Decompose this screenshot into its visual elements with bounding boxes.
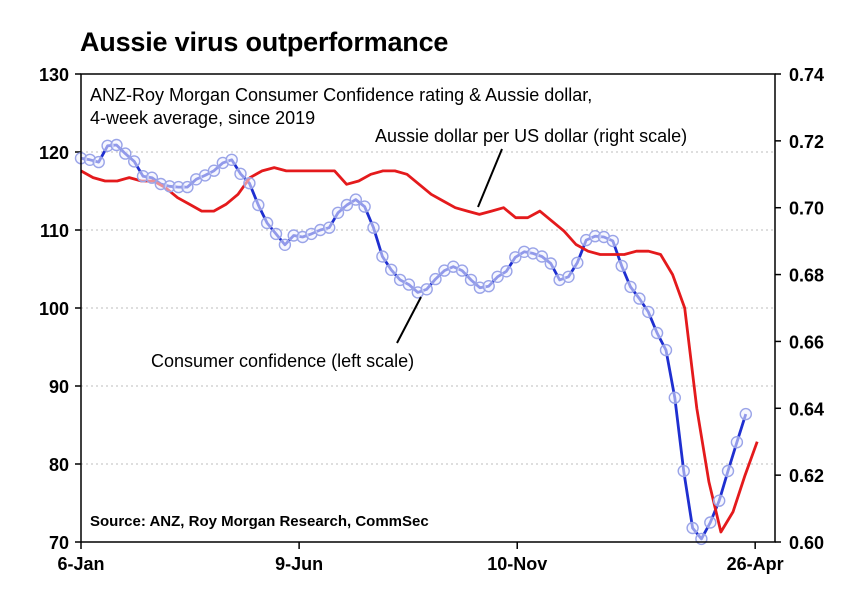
right-axis-ticks: 0.60 0.62 0.64 0.66 0.68 0.70 0.72 0.74 (775, 65, 824, 553)
consumer-confidence-point (659, 343, 673, 357)
x-axis-ticks: 6-Jan 9-Jun 10-Nov 26-Apr (57, 542, 784, 574)
chart-subtitle-line-1: ANZ-Roy Morgan Consumer Confidence ratin… (90, 85, 592, 105)
source-note: Source: ANZ, Roy Morgan Research, CommSe… (90, 513, 429, 530)
consumer-confidence-point (615, 259, 628, 273)
annotation-consumer-confidence: Consumer confidence (left scale) (151, 351, 414, 371)
right-axis-tick-label: 0.62 (789, 466, 824, 486)
consumer-confidence-point (278, 238, 292, 252)
consumer-confidence-point (323, 221, 336, 234)
consumer-confidence-point (358, 200, 371, 213)
consumer-confidence-point (385, 263, 398, 276)
plot-frame (80, 73, 776, 543)
consumer-confidence-point (252, 198, 265, 212)
consumer-confidence-point (633, 292, 646, 305)
right-axis-tick-label: 0.66 (789, 332, 824, 352)
consumer-confidence-point (544, 257, 557, 270)
consumer-confidence-point (127, 155, 141, 168)
x-axis-tick-label: 26-Apr (727, 554, 784, 574)
series-lines (80, 143, 759, 541)
right-axis-tick-label: 0.60 (789, 533, 824, 553)
consumer-confidence-point (207, 164, 221, 177)
annotation-aussie-dollar-pointer (477, 148, 503, 208)
consumer-confidence-point (92, 155, 105, 169)
consumer-confidence-point (340, 198, 354, 212)
consumer-confidence-point (119, 147, 132, 160)
consumer-confidence-point (721, 464, 735, 478)
consumer-confidence-point (642, 305, 655, 319)
series-markers (74, 138, 752, 546)
consumer-confidence-point (535, 250, 549, 263)
consumer-confidence-point (739, 407, 752, 421)
consumer-confidence-point (713, 494, 726, 507)
left-axis-tick-label: 90 (49, 377, 69, 397)
consumer-confidence-point (243, 176, 256, 190)
consumer-confidence-point (606, 234, 619, 248)
annotation-consumer-confidence-pointer (396, 296, 422, 344)
consumer-confidence-point (677, 464, 690, 478)
x-axis-tick-label: 9-Jun (275, 554, 323, 574)
consumer-confidence-point (571, 256, 584, 269)
left-axis-tick-label: 110 (40, 221, 69, 241)
consumer-confidence-point (420, 283, 433, 296)
consumer-confidence-point (509, 251, 522, 264)
chart-title: Aussie virus outperformance (80, 27, 449, 57)
right-axis-tick-label: 0.70 (789, 199, 824, 219)
consumer-confidence-point (367, 221, 380, 234)
consumer-confidence-point (730, 436, 744, 449)
consumer-confidence-point (331, 206, 345, 220)
chart-subtitle-line-2: 4-week average, since 2019 (90, 108, 315, 128)
right-axis-tick-label: 0.64 (789, 399, 824, 419)
consumer-confidence-point (181, 180, 194, 194)
consumer-confidence-point (110, 138, 123, 152)
consumer-confidence-point (491, 270, 504, 283)
left-axis-tick-label: 100 (39, 299, 69, 319)
left-axis-ticks: 70 80 90 100 110 120 130 (39, 65, 81, 553)
aussie-dollar-line (80, 166, 759, 534)
consumer-confidence-point (402, 278, 416, 291)
consumer-confidence-point (562, 270, 575, 283)
left-axis-tick-label: 70 (49, 533, 69, 553)
consumer-confidence-point (704, 516, 717, 529)
consumer-confidence-point (225, 153, 238, 167)
consumer-confidence-point (455, 264, 469, 277)
left-axis-tick-label: 80 (49, 455, 69, 475)
consumer-confidence-point (376, 250, 389, 263)
x-axis-tick-label: 10-Nov (487, 554, 547, 574)
consumer-confidence-point (500, 265, 513, 278)
consumer-confidence-point (269, 227, 283, 241)
consumer-confidence-point (145, 171, 159, 184)
right-axis-tick-label: 0.68 (789, 266, 824, 286)
consumer-confidence-point (260, 216, 274, 230)
x-axis-tick-label: 6-Jan (57, 554, 104, 574)
consumer-confidence-point (482, 280, 495, 293)
consumer-confidence-line (80, 143, 748, 541)
consumer-confidence-point (668, 391, 681, 404)
consumer-confidence-point (624, 280, 637, 294)
consumer-confidence-point (650, 326, 664, 340)
annotation-aussie-dollar: Aussie dollar per US dollar (right scale… (375, 126, 687, 146)
right-axis-tick-label: 0.74 (789, 65, 824, 85)
consumer-confidence-point (464, 273, 478, 287)
consumer-confidence-point (686, 521, 699, 535)
gridlines (81, 151, 775, 465)
consumer-confidence-point (349, 193, 362, 206)
left-axis-tick-label: 130 (39, 65, 69, 85)
right-axis-tick-label: 0.72 (789, 132, 824, 152)
left-axis-tick-label: 120 (39, 143, 69, 163)
consumer-confidence-point (429, 272, 442, 286)
consumer-confidence-point (234, 167, 247, 181)
